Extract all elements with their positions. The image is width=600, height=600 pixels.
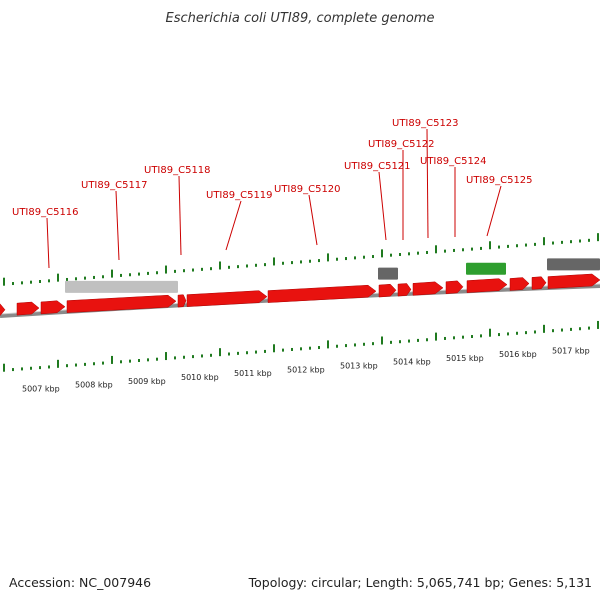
topology-text: Topology: circular; Length: 5,065,741 bp… xyxy=(248,575,592,590)
gene-arrow xyxy=(186,290,268,307)
kbp-label: 5013 kbp xyxy=(340,362,378,371)
kbp-label: 5012 kbp xyxy=(287,365,325,374)
leader-line xyxy=(115,190,120,261)
kbp-label: 5016 kbp xyxy=(499,350,537,359)
kbp-label: 5014 kbp xyxy=(393,358,431,367)
gene-label: UTI89_C5122 xyxy=(368,139,435,150)
feature-block xyxy=(378,267,398,280)
gene-arrow xyxy=(412,281,444,296)
gene-label: UTI89_C5119 xyxy=(206,190,273,201)
genome-title: Escherichia coli UTI89, complete genome xyxy=(165,11,435,26)
kbp-scale: 5007 kbp 5008 kbp 5009 kbp 5010 kbp 5011 kbp… xyxy=(22,346,590,393)
gene-label: UTI89_C5116 xyxy=(12,207,79,218)
gene-arrow xyxy=(397,283,412,297)
gene-label: UTI89_C5123 xyxy=(392,118,459,129)
leader-line xyxy=(486,185,502,237)
kbp-label: 5010 kbp xyxy=(181,373,219,382)
lower-tick-row xyxy=(3,320,599,372)
gene-arrow xyxy=(547,273,600,289)
kbp-label: 5008 kbp xyxy=(75,381,113,390)
gene-arrow xyxy=(531,276,547,290)
kbp-label: 5007 kbp xyxy=(22,384,60,393)
gene-arrow xyxy=(267,284,377,303)
gene-label: UTI89_C5118 xyxy=(144,165,211,176)
leader-line xyxy=(308,194,318,246)
feature-block xyxy=(547,258,600,271)
gene-callouts: UTI89_C5116 UTI89_C5117 UTI89_C5118 UTI89_C… xyxy=(12,118,533,269)
feature-block xyxy=(65,280,178,293)
gene-arrow xyxy=(40,300,66,315)
gene-arrow xyxy=(445,280,464,294)
gene-arrow xyxy=(378,283,397,298)
gene-arrow xyxy=(466,278,508,293)
leader-line xyxy=(225,200,242,251)
gene-arrow xyxy=(16,301,40,316)
kbp-label: 5011 kbp xyxy=(234,369,272,378)
feature-block xyxy=(466,262,506,275)
leader-line xyxy=(46,217,50,269)
kbp-label: 5017 kbp xyxy=(552,346,590,355)
gene-label: UTI89_C5120 xyxy=(274,184,341,195)
gene-arrow xyxy=(66,294,177,313)
gene-label: UTI89_C5121 xyxy=(344,161,411,172)
gene-label: UTI89_C5117 xyxy=(81,180,148,191)
leader-line xyxy=(378,171,387,241)
kbp-label: 5015 kbp xyxy=(446,354,484,363)
upper-tick-row xyxy=(3,233,599,286)
gene-label: UTI89_C5125 xyxy=(466,175,533,186)
accession-text: Accession: NC_007946 xyxy=(9,575,152,590)
gene-arrow xyxy=(0,303,6,317)
leader-line xyxy=(178,175,182,256)
leader-line xyxy=(426,128,429,239)
gene-arrow xyxy=(509,277,530,291)
gene-arrow xyxy=(177,294,187,308)
feature-track xyxy=(0,258,600,317)
gene-label: UTI89_C5124 xyxy=(420,156,487,167)
kbp-label: 5009 kbp xyxy=(128,377,166,386)
